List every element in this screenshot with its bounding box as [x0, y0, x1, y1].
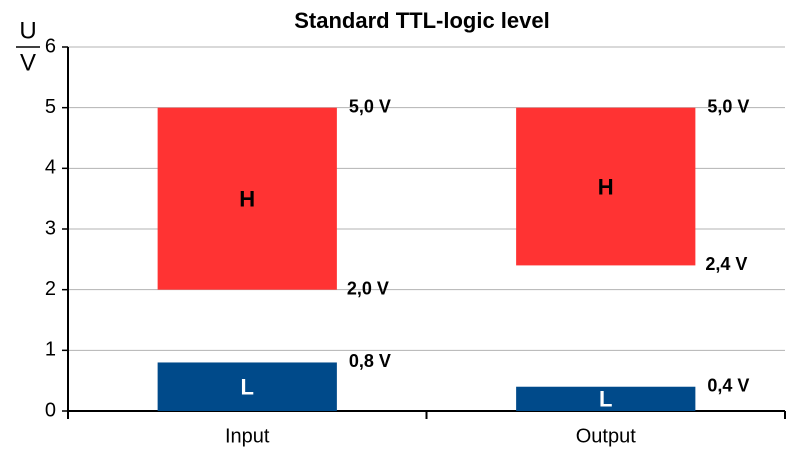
x-tick-label: Input — [225, 425, 270, 447]
y-tick-label: 2 — [45, 278, 56, 300]
bar — [516, 386, 696, 411]
value-label: 5,0 V — [349, 96, 391, 116]
value-label: 2,4 V — [705, 254, 747, 274]
y-axis-label: V — [20, 49, 36, 76]
y-tick-label: 4 — [45, 157, 56, 179]
bar-name: L — [241, 375, 254, 400]
bar-name: H — [239, 186, 255, 211]
bar — [516, 107, 696, 266]
value-label: 0,4 V — [707, 375, 749, 395]
y-tick-label: 0 — [45, 399, 56, 421]
bar — [157, 362, 337, 411]
y-tick-label: 5 — [45, 96, 56, 118]
y-tick-label: 1 — [45, 339, 56, 361]
y-tick-label: 3 — [45, 217, 56, 239]
y-axis-label: U — [19, 17, 36, 44]
bar-name: H — [598, 174, 614, 199]
bar — [157, 107, 337, 290]
value-label: 2,0 V — [347, 278, 389, 298]
bar-name: L — [599, 387, 612, 412]
chart-title: Standard TTL-logic level — [294, 8, 549, 33]
x-tick-label: Output — [576, 425, 636, 447]
value-label: 5,0 V — [707, 96, 749, 116]
y-tick-label: 6 — [45, 35, 56, 57]
value-label: 0,8 V — [349, 351, 391, 371]
